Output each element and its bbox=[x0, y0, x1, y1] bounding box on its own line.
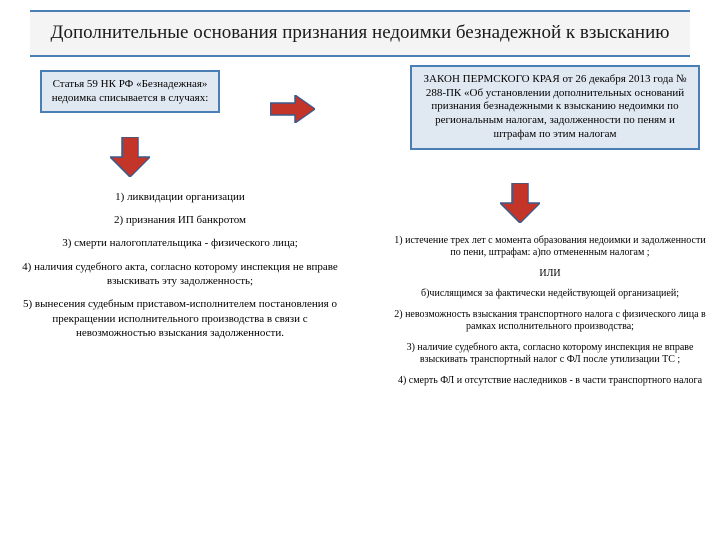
right-header-box: ЗАКОН ПЕРМСКОГО КРАЯ от 26 декабря 2013 … bbox=[410, 65, 700, 150]
arrow-right-icon bbox=[270, 95, 315, 123]
right-item-1: 1) истечение трех лет с момента образова… bbox=[390, 235, 710, 260]
arrow-down-left-icon bbox=[110, 137, 150, 177]
right-item-6: 4) смерть ФЛ и отсутствие наследников - … bbox=[390, 375, 710, 388]
left-item-5: 5) вынесения судебным приставом-исполнит… bbox=[20, 297, 340, 340]
left-item-1: 1) ликвидации организации bbox=[20, 190, 340, 204]
left-item-4: 4) наличия судебного акта, согласно кото… bbox=[20, 260, 340, 289]
left-item-2: 2) признания ИП банкротом bbox=[20, 213, 340, 227]
right-box-text: ЗАКОН ПЕРМСКОГО КРАЯ от 26 декабря 2013 … bbox=[424, 73, 687, 140]
right-item-5: 3) наличие судебного акта, согласно кото… bbox=[390, 342, 710, 367]
content-area: Статья 59 НК РФ «Безнадежная» недоимка с… bbox=[0, 65, 720, 505]
right-item-3: б)числящимся за фактически недействующей… bbox=[390, 288, 710, 301]
left-box-text: Статья 59 НК РФ «Безнадежная» недоимка с… bbox=[52, 78, 209, 104]
right-item-2: ИЛИ bbox=[390, 268, 710, 281]
right-item-4: 2) невозможность взыскания транспортного… bbox=[390, 309, 710, 334]
arrow-down-right-icon bbox=[500, 183, 540, 223]
left-list: 1) ликвидации организации 2) признания И… bbox=[20, 190, 340, 349]
page-title: Дополнительные основания признания недои… bbox=[50, 22, 670, 45]
left-item-3: 3) смерти налогоплательщика - физическог… bbox=[20, 236, 340, 250]
right-list: 1) истечение трех лет с момента образова… bbox=[390, 235, 710, 396]
left-header-box: Статья 59 НК РФ «Безнадежная» недоимка с… bbox=[40, 70, 220, 114]
title-bar: Дополнительные основания признания недои… bbox=[30, 10, 690, 57]
